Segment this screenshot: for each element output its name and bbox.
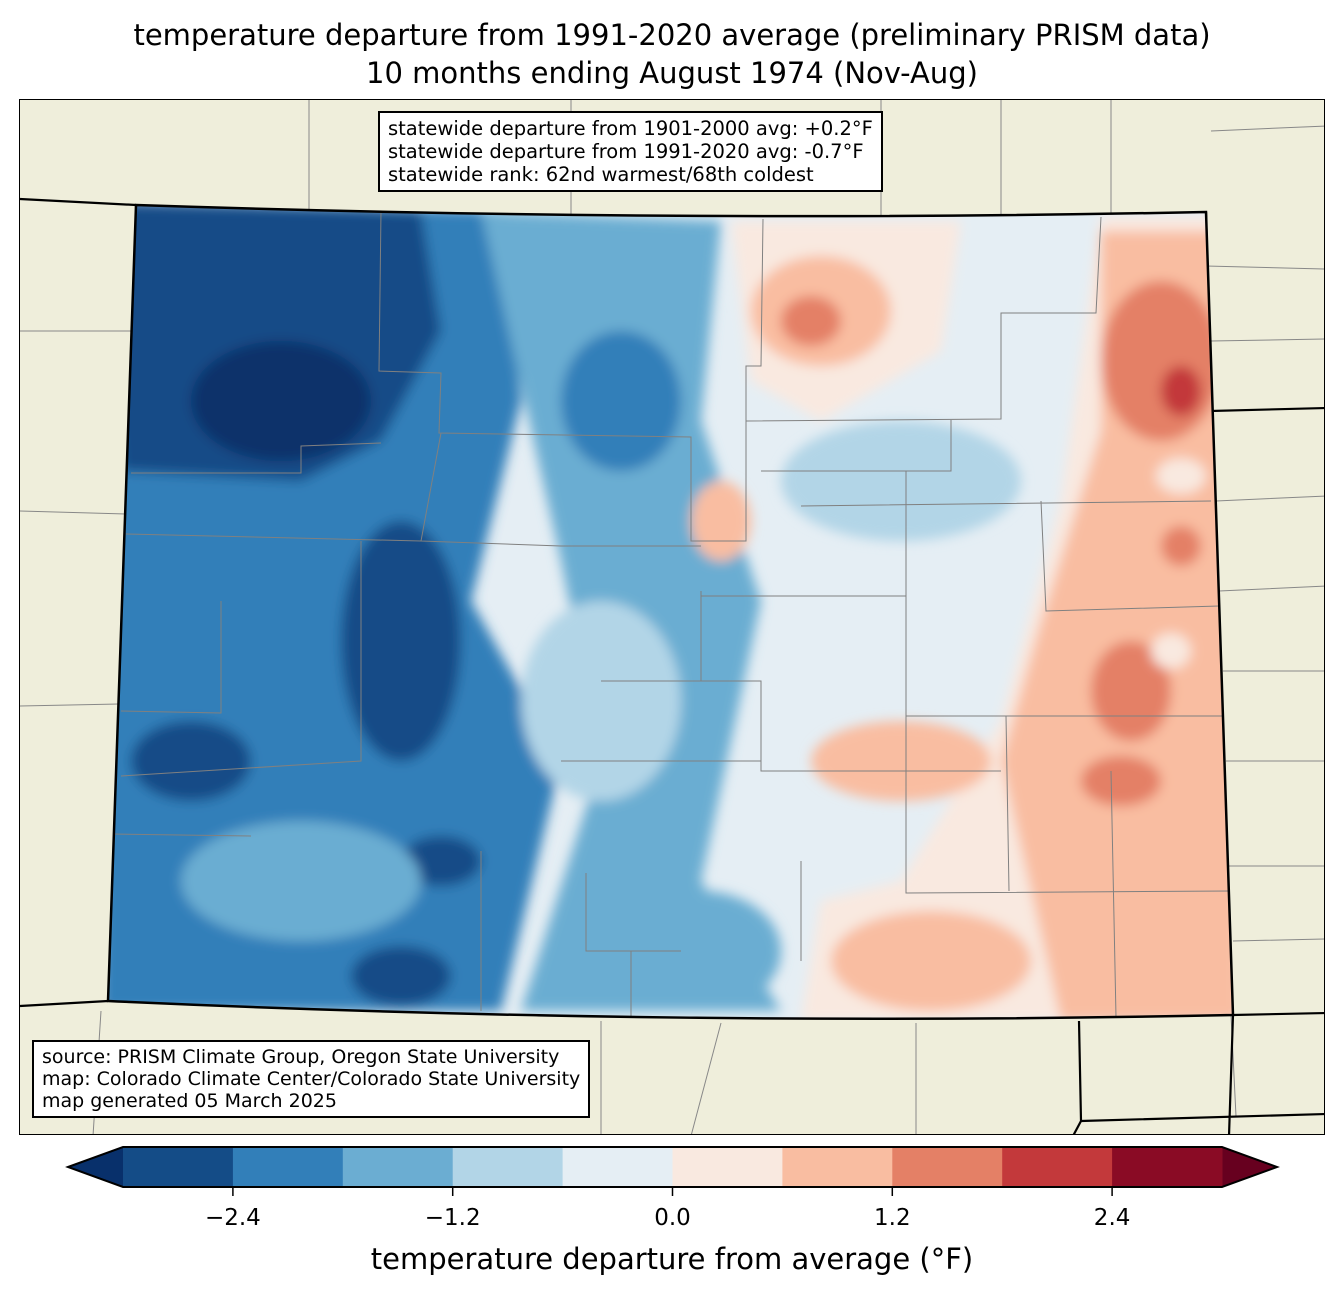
colorado-border — [106, 203, 1235, 1021]
temperature-departure-field — [108, 205, 1233, 1019]
generated-date-line: map generated 05 March 2025 — [42, 1090, 337, 1112]
stat-departure-1901-2000: statewide departure from 1901-2000 avg: … — [388, 117, 873, 140]
colorbar-label: temperature departure from average (°F) — [370, 1242, 974, 1276]
colorbar-bin — [123, 1147, 234, 1187]
colorbar-tick-label: −1.2 — [424, 1205, 481, 1231]
map-credit-line: map: Colorado Climate Center/Colorado St… — [42, 1068, 581, 1090]
colorbar-bin — [1002, 1147, 1113, 1187]
statewide-stats-box: statewide departure from 1901-2000 avg: … — [378, 111, 883, 192]
colorbar-bin — [342, 1147, 454, 1187]
map-title: temperature departure from 1991-2020 ave… — [133, 18, 1211, 52]
colorbar-bin — [672, 1147, 783, 1187]
source-line: source: PRISM Climate Group, Oregon Stat… — [42, 1046, 560, 1068]
colorbar-tick-label: 2.4 — [1093, 1205, 1131, 1231]
colorbar-over-arrow — [1222, 1147, 1277, 1187]
source-box: source: PRISM Climate Group, Oregon Stat… — [32, 1040, 591, 1118]
stat-departure-1991-2020: statewide departure from 1991-2020 avg: … — [388, 140, 864, 163]
county-lines — [110, 210, 1232, 1019]
colorbar-outline — [65, 1146, 1280, 1188]
map-panel: statewide departure from 1901-2000 avg: … — [19, 99, 1325, 1135]
colorbar-bin — [1112, 1147, 1223, 1187]
colorbar-tick-label: 1.2 — [874, 1205, 911, 1231]
colorado-map — [20, 100, 1324, 1134]
colorbar-tick-label: −2.4 — [204, 1205, 261, 1231]
colorbar-bin — [232, 1147, 344, 1187]
colorbar-under-arrow — [68, 1147, 123, 1187]
colorbar-bin — [782, 1147, 893, 1187]
colorbar-bin — [892, 1147, 1003, 1187]
colorbar — [65, 1146, 1280, 1196]
colorbar-tick-label: 0.0 — [654, 1205, 691, 1231]
stat-rank: statewide rank: 62nd warmest/68th coldes… — [388, 163, 814, 186]
colorbar-bin — [562, 1147, 673, 1187]
map-subtitle: 10 months ending August 1974 (Nov-Aug) — [366, 56, 978, 90]
colorbar-bin — [452, 1147, 564, 1187]
